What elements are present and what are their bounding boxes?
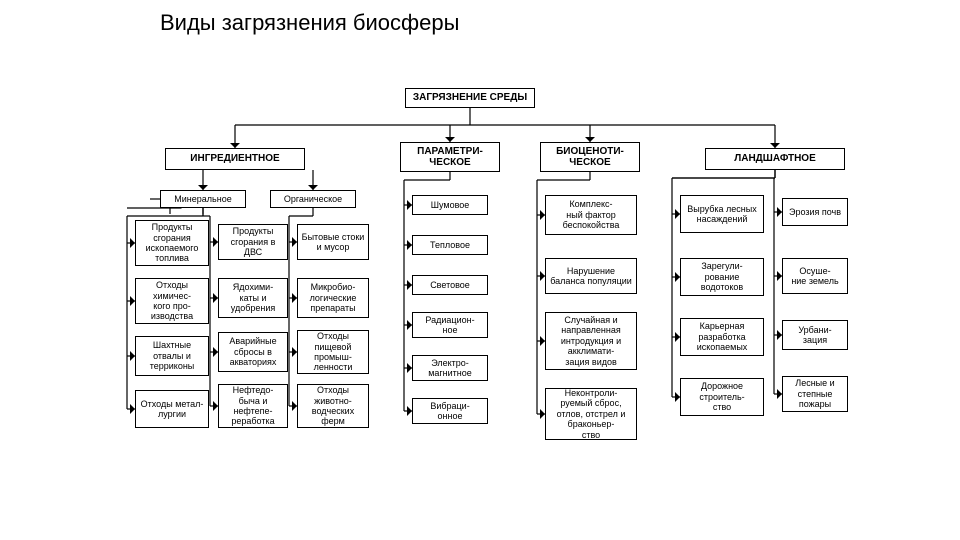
leaf-3-3: Радиацион- ное — [412, 312, 488, 338]
leaf-4-0: Комплекс- ный фактор беспокойства — [545, 195, 637, 235]
leaf-3-0: Шумовое — [412, 195, 488, 215]
main-box-2: БИОЦЕНОТИ- ЧЕСКОЕ — [540, 142, 640, 172]
leaf-5-2: Карьерная разработка ископаемых — [680, 318, 764, 356]
leaf-6-3: Лесные и степные пожары — [782, 376, 848, 412]
sub-box-1: Органическое — [270, 190, 356, 208]
leaf-4-3: Неконтроли- руемый сброс, отлов, отстрел… — [545, 388, 637, 440]
leaf-4-1: Нарушение баланса популяции — [545, 258, 637, 294]
leaf-0-2: Шахтные отвалы и терриконы — [135, 336, 209, 376]
leaf-6-2: Урбани- зация — [782, 320, 848, 350]
leaf-3-1: Тепловое — [412, 235, 488, 255]
main-box-1: ПАРАМЕТРИ- ЧЕСКОЕ — [400, 142, 500, 172]
root-box: ЗАГРЯЗНЕНИЕ СРЕДЫ — [405, 88, 535, 108]
leaf-2-2: Отходы пищевой промыш- ленности — [297, 330, 369, 374]
leaf-2-3: Отходы животно- водческих ферм — [297, 384, 369, 428]
leaf-6-1: Осуше- ние земель — [782, 258, 848, 294]
page-title: Виды загрязнения биосферы — [160, 10, 459, 36]
leaf-6-0: Эрозия почв — [782, 198, 848, 226]
leaf-5-0: Вырубка лесных насаждений — [680, 195, 764, 233]
leaf-0-0: Продукты сгорания ископаемого топлива — [135, 220, 209, 266]
leaf-4-2: Случайная и направленная интродукция и а… — [545, 312, 637, 370]
leaf-2-0: Бытовые стоки и мусор — [297, 224, 369, 260]
main-box-3: ЛАНДШАФТНОЕ — [705, 148, 845, 170]
leaf-1-3: Нефтедо- быча и нефтепе- реработка — [218, 384, 288, 428]
leaf-1-0: Продукты сгорания в ДВС — [218, 224, 288, 260]
leaf-3-2: Световое — [412, 275, 488, 295]
diagram-page: { "page_title": "Виды загрязнения биосфе… — [0, 0, 960, 540]
leaf-1-1: Ядохими- каты и удобрения — [218, 278, 288, 318]
leaf-5-3: Дорожное строитель- ство — [680, 378, 764, 416]
leaf-3-5: Вибраци- онное — [412, 398, 488, 424]
sub-box-0: Минеральное — [160, 190, 246, 208]
leaf-1-2: Аварийные сбросы в акваториях — [218, 332, 288, 372]
main-box-0: ИНГРЕДИЕНТНОЕ — [165, 148, 305, 170]
leaf-2-1: Микробио- логические препараты — [297, 278, 369, 318]
leaf-0-3: Отходы метал- лургии — [135, 390, 209, 428]
leaf-0-1: Отходы химичес- кого про- изводства — [135, 278, 209, 324]
leaf-3-4: Электро- магнитное — [412, 355, 488, 381]
leaf-5-1: Зарегули- рование водотоков — [680, 258, 764, 296]
